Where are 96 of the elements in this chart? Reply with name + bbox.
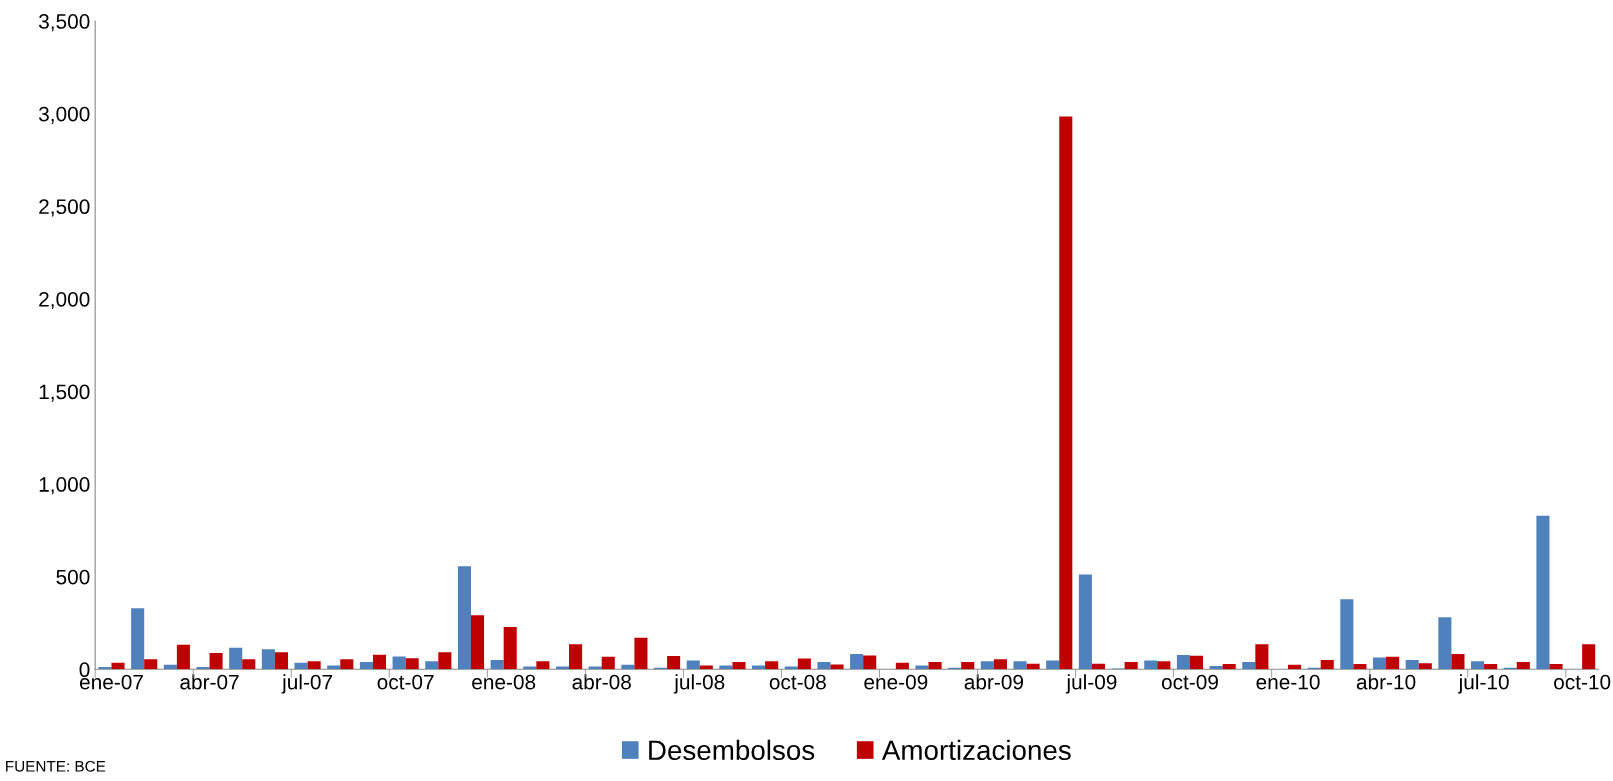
bar: [196, 667, 210, 670]
bar: [1124, 662, 1138, 670]
bar: [372, 654, 387, 670]
bar: [536, 661, 550, 670]
y-tick-label: 500: [56, 569, 90, 585]
x-tick-label: jul-10: [1458, 674, 1509, 694]
bar: [490, 660, 504, 670]
bar: [1516, 662, 1530, 670]
bar: [797, 658, 811, 670]
x-tick-label: oct-10: [1554, 674, 1611, 690]
bar: [327, 665, 341, 670]
bar: [1386, 656, 1400, 670]
bar: [1451, 653, 1465, 670]
y-tick-label: 1,500: [39, 384, 90, 402]
bar: [1320, 660, 1334, 670]
y-tick-label: 3,500: [38, 14, 90, 32]
y-tick-label: 2,500: [39, 199, 90, 217]
bar: [1405, 660, 1419, 670]
bar: [405, 658, 419, 670]
legend-label: Desembolsos: [649, 739, 815, 761]
bar: [765, 661, 779, 670]
x-tick-label: oct-08: [769, 674, 826, 690]
bar: [209, 653, 223, 670]
bar: [621, 664, 635, 670]
bar: [1255, 644, 1269, 670]
bar: [1372, 657, 1387, 670]
x-tick-label: oct-09: [1161, 674, 1218, 690]
bar: [1176, 655, 1190, 670]
bar: [1157, 661, 1171, 670]
bar: [895, 662, 909, 670]
source-note: FUENTE: BCE: [6, 760, 106, 772]
bar: [1222, 663, 1236, 670]
bar: [1549, 663, 1563, 670]
bar: [111, 662, 125, 670]
bar: [503, 626, 517, 670]
bar: [340, 659, 354, 670]
bar: [1189, 655, 1204, 670]
bar: [1144, 660, 1158, 670]
bar: [686, 660, 700, 670]
bar: [392, 656, 406, 670]
bar: [457, 566, 471, 670]
bar: [1340, 599, 1354, 670]
x-tick-label: oct-07: [377, 674, 434, 690]
bar: [961, 662, 975, 670]
bar: [144, 659, 158, 670]
legend-label: Amortizaciones: [881, 739, 1071, 761]
y-tick-label: 2,000: [39, 291, 90, 310]
x-tick-label: ene-10: [1256, 674, 1320, 690]
bar: [732, 662, 746, 670]
bar: [131, 608, 145, 670]
y-tick-label: 1,000: [39, 477, 90, 495]
bar: [1059, 116, 1073, 670]
bar: [1288, 664, 1302, 670]
bar: [98, 667, 112, 670]
bar: [229, 647, 243, 670]
bar: [1471, 661, 1485, 670]
x-tick-label: abr-07: [180, 674, 239, 690]
bar: [1536, 515, 1550, 670]
bar: [1438, 617, 1452, 670]
bar: [242, 659, 256, 670]
bar: [980, 661, 994, 670]
bar: [1242, 662, 1256, 670]
bar: [1484, 663, 1498, 670]
bar: [307, 661, 321, 670]
x-tick-label: ene-09: [864, 674, 928, 690]
bar: [1046, 660, 1060, 670]
bar: [1418, 663, 1432, 670]
bar: [817, 662, 831, 670]
bar: [294, 662, 308, 670]
bar: [471, 615, 485, 670]
bar: [1013, 661, 1027, 670]
x-tick-label: abr-10: [1356, 674, 1416, 690]
bar: [359, 661, 373, 670]
bar: [863, 655, 877, 670]
bar: [667, 655, 681, 670]
bar: [1353, 663, 1367, 670]
bar: [634, 637, 648, 670]
bar: [569, 644, 583, 670]
bar: [261, 649, 275, 670]
x-tick-label: jul-07: [281, 674, 333, 694]
bar: [993, 659, 1007, 670]
bar: [928, 662, 942, 670]
x-tick-label: abr-09: [964, 674, 1024, 690]
bar: [601, 656, 615, 670]
bar: [1582, 644, 1596, 670]
x-tick-label: abr-08: [572, 674, 631, 690]
bar: [850, 653, 864, 670]
x-tick-label: jul-09: [1065, 674, 1117, 694]
bar: [438, 652, 452, 670]
bar: [176, 644, 190, 670]
bar: [274, 652, 288, 670]
x-tick-label: ene-08: [472, 674, 536, 690]
bar: [1078, 574, 1092, 670]
bar: [425, 661, 439, 670]
y-tick-label: 3,000: [38, 106, 90, 124]
x-tick-label: jul-08: [673, 674, 725, 694]
